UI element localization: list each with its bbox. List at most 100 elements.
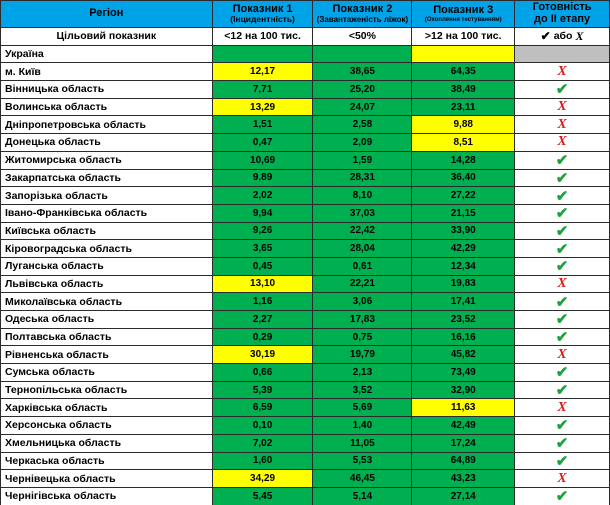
region-name-cell[interactable]: Луганська область (1, 257, 213, 276)
target-readiness-cell[interactable]: ✔ або X (515, 28, 610, 46)
region-name-cell[interactable]: Кіровоградська область (1, 240, 213, 258)
header-cell-region[interactable]: Регіон (1, 1, 213, 28)
indicator3-value-cell[interactable]: 23,11 (412, 98, 516, 117)
readiness-cell[interactable]: ✔ (515, 293, 610, 311)
header-cell-indicator-3[interactable]: Показник 3 (Охоплення тестуванням) (412, 1, 516, 28)
indicator3-value-cell[interactable]: 43,23 (412, 470, 516, 488)
readiness-cell[interactable]: ✔ (515, 240, 610, 258)
indicator2-value-cell[interactable]: 28,31 (313, 169, 413, 188)
indicator1-value-cell[interactable]: 13,29 (212, 98, 314, 117)
indicator1-value-cell[interactable]: 0,10 (212, 417, 314, 435)
indicator1-value-cell[interactable]: 7,71 (212, 81, 314, 99)
indicator2-value-cell[interactable]: 28,04 (313, 240, 413, 258)
readiness-cell[interactable]: X (515, 399, 610, 418)
indicator1-value-cell[interactable]: 30,19 (212, 346, 314, 365)
readiness-cell[interactable]: X (515, 134, 610, 152)
region-name-cell[interactable]: Закарпатська область (1, 169, 213, 188)
ukraine-readiness-cell[interactable] (515, 45, 610, 64)
indicator3-value-cell[interactable]: 45,82 (412, 346, 516, 365)
indicator2-value-cell[interactable]: 24,07 (313, 98, 413, 117)
region-name-cell[interactable]: Черкаська область (1, 452, 213, 471)
indicator3-value-cell[interactable]: 33,90 (412, 222, 516, 241)
indicator2-value-cell[interactable]: 46,45 (313, 470, 413, 488)
indicator2-value-cell[interactable]: 22,21 (313, 275, 413, 294)
indicator2-value-cell[interactable]: 1,59 (313, 151, 413, 170)
indicator2-value-cell[interactable]: 11,05 (313, 434, 413, 453)
indicator1-value-cell[interactable]: 0,47 (212, 134, 314, 152)
indicator1-value-cell[interactable]: 13,10 (212, 275, 314, 294)
indicator2-value-cell[interactable]: 25,20 (313, 81, 413, 99)
indicator3-value-cell[interactable]: 17,24 (412, 434, 516, 453)
region-name-cell[interactable]: м. Київ (1, 63, 213, 82)
indicator2-value-cell[interactable]: 2,58 (313, 116, 413, 135)
ukraine-label-cell[interactable]: Україна (1, 45, 213, 64)
indicator1-value-cell[interactable]: 5,45 (212, 487, 314, 505)
region-name-cell[interactable]: Дніпропетровська область (1, 116, 213, 135)
indicator1-value-cell[interactable]: 0,29 (212, 328, 314, 347)
readiness-cell[interactable]: ✔ (515, 257, 610, 276)
readiness-cell[interactable]: ✔ (515, 328, 610, 347)
region-name-cell[interactable]: Одеська область (1, 311, 213, 329)
ukraine-indicator2-cell[interactable] (313, 45, 413, 64)
indicator3-value-cell[interactable]: 12,34 (412, 257, 516, 276)
indicator2-value-cell[interactable]: 22,42 (313, 222, 413, 241)
indicator3-value-cell[interactable]: 36,40 (412, 169, 516, 188)
indicator1-value-cell[interactable]: 9,89 (212, 169, 314, 188)
readiness-cell[interactable]: ✔ (515, 311, 610, 329)
indicator2-value-cell[interactable]: 3,52 (313, 381, 413, 400)
indicator3-value-cell[interactable]: 32,90 (412, 381, 516, 400)
indicator3-value-cell[interactable]: 38,49 (412, 81, 516, 99)
indicator3-value-cell[interactable]: 23,52 (412, 311, 516, 329)
indicator1-value-cell[interactable]: 1,60 (212, 452, 314, 471)
readiness-cell[interactable]: X (515, 275, 610, 294)
ukraine-indicator1-cell[interactable] (212, 45, 314, 64)
indicator1-value-cell[interactable]: 1,51 (212, 116, 314, 135)
readiness-cell[interactable]: X (515, 116, 610, 135)
readiness-cell[interactable]: ✔ (515, 204, 610, 223)
indicator3-value-cell[interactable]: 42,29 (412, 240, 516, 258)
readiness-cell[interactable]: ✔ (515, 434, 610, 453)
indicator2-value-cell[interactable]: 5,53 (313, 452, 413, 471)
indicator3-value-cell[interactable]: 14,28 (412, 151, 516, 170)
indicator2-value-cell[interactable]: 38,65 (313, 63, 413, 82)
indicator3-value-cell[interactable]: 11,63 (412, 399, 516, 418)
indicator1-value-cell[interactable]: 0,45 (212, 257, 314, 276)
indicator2-value-cell[interactable]: 17,83 (313, 311, 413, 329)
target-indicator2-cell[interactable]: <50% (313, 28, 413, 46)
indicator3-value-cell[interactable]: 21,15 (412, 204, 516, 223)
indicator3-value-cell[interactable]: 27,22 (412, 187, 516, 205)
header-cell-readiness[interactable]: Готовність до ІІ етапу (515, 1, 610, 28)
readiness-cell[interactable]: X (515, 98, 610, 117)
ukraine-indicator3-cell[interactable] (412, 45, 516, 64)
indicator2-value-cell[interactable]: 1,40 (313, 417, 413, 435)
readiness-cell[interactable]: X (515, 470, 610, 488)
region-name-cell[interactable]: Чернівецька область (1, 470, 213, 488)
indicator3-value-cell[interactable]: 64,35 (412, 63, 516, 82)
region-name-cell[interactable]: Полтавська область (1, 328, 213, 347)
indicator3-value-cell[interactable]: 27,14 (412, 487, 516, 505)
indicator1-value-cell[interactable]: 34,29 (212, 470, 314, 488)
indicator1-value-cell[interactable]: 1,16 (212, 293, 314, 311)
indicator1-value-cell[interactable]: 3,65 (212, 240, 314, 258)
region-name-cell[interactable]: Миколаївська область (1, 293, 213, 311)
indicator3-value-cell[interactable]: 19,83 (412, 275, 516, 294)
region-name-cell[interactable]: Сумська область (1, 364, 213, 382)
indicator1-value-cell[interactable]: 9,26 (212, 222, 314, 241)
indicator1-value-cell[interactable]: 5,39 (212, 381, 314, 400)
region-name-cell[interactable]: Запорізька область (1, 187, 213, 205)
indicator2-value-cell[interactable]: 0,75 (313, 328, 413, 347)
indicator3-value-cell[interactable]: 9,88 (412, 116, 516, 135)
indicator2-value-cell[interactable]: 3,06 (313, 293, 413, 311)
region-name-cell[interactable]: Чернігівська область (1, 487, 213, 505)
readiness-cell[interactable]: ✔ (515, 381, 610, 400)
indicator3-value-cell[interactable]: 42,49 (412, 417, 516, 435)
indicator1-value-cell[interactable]: 7,02 (212, 434, 314, 453)
readiness-cell[interactable]: ✔ (515, 487, 610, 505)
header-cell-indicator-1[interactable]: Показник 1 (Інцидентність) (212, 1, 314, 28)
region-name-cell[interactable]: Івано-Франківська область (1, 204, 213, 223)
target-indicator3-cell[interactable]: >12 на 100 тис. (412, 28, 516, 46)
readiness-cell[interactable]: ✔ (515, 452, 610, 471)
indicator1-value-cell[interactable]: 12,17 (212, 63, 314, 82)
readiness-cell[interactable]: X (515, 346, 610, 365)
region-name-cell[interactable]: Рівненська область (1, 346, 213, 365)
